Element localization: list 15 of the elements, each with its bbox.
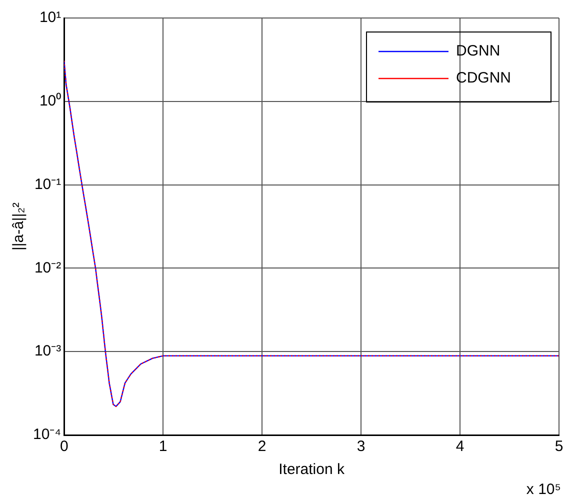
y-tick-label: 10⁻³ (34, 342, 62, 360)
x-tick-label: 3 (356, 438, 366, 456)
y-tick-label: 10⁻¹ (34, 176, 62, 193)
y-tick-label: 10¹ (39, 9, 62, 26)
x-tick-label: 4 (456, 438, 464, 456)
y-tick-label: 10⁻² (34, 259, 62, 276)
y-tick-label: 10⁻⁴ (32, 426, 62, 444)
x-axis-title: Iteration k (278, 461, 345, 478)
y-tick-label: 10⁰ (39, 92, 62, 110)
x-tick-label: 2 (258, 438, 266, 456)
x-tick-label: 0 (60, 438, 68, 456)
text: x 10⁵ (526, 481, 561, 498)
x-tick-label: 5 (554, 438, 564, 456)
x-tick-label: 1 (158, 438, 168, 456)
y-axis-title: ||a-â||₂² (10, 202, 28, 251)
